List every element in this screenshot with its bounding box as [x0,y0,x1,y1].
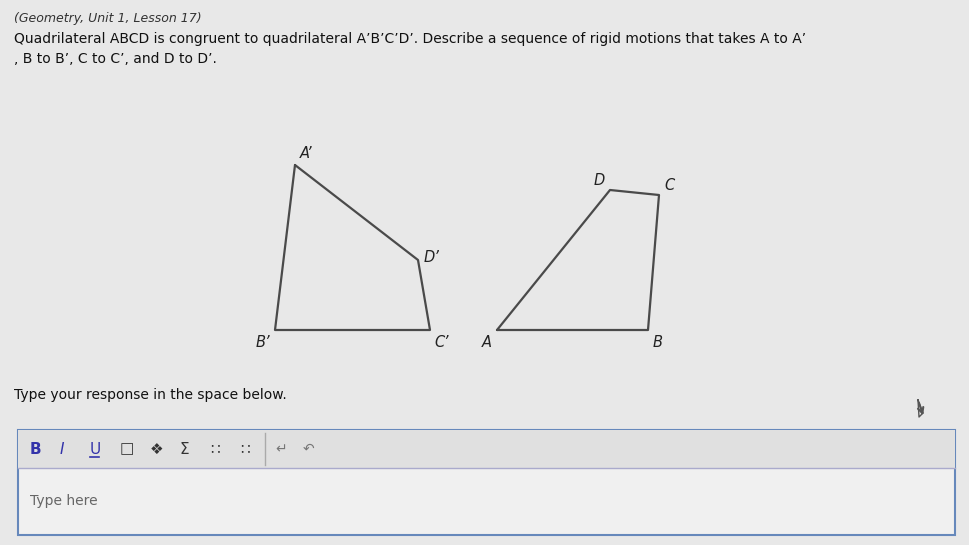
Text: Type your response in the space below.: Type your response in the space below. [14,388,287,402]
Text: B: B [30,441,42,457]
Text: D: D [594,173,605,188]
Text: D’: D’ [424,251,440,265]
Text: A’: A’ [300,146,313,161]
Text: ❖: ❖ [150,441,164,457]
Text: (Geometry, Unit 1, Lesson 17): (Geometry, Unit 1, Lesson 17) [14,12,202,25]
Text: ↶: ↶ [303,442,315,456]
Text: Σ: Σ [180,441,190,457]
Text: ∷: ∷ [240,441,250,457]
Bar [18,430,955,468]
Text: , B to B’, C to C’, and D to D’.: , B to B’, C to C’, and D to D’. [14,52,217,66]
Text: ∷: ∷ [210,441,220,457]
Bar [18,430,955,535]
Text: C: C [664,178,674,193]
Text: Quadrilateral ABCD is congruent to quadrilateral A’B’C’D’. Describe a sequence o: Quadrilateral ABCD is congruent to quadr… [14,32,806,46]
Text: ↵: ↵ [275,442,287,456]
Text: C’: C’ [434,335,449,350]
Text: A: A [482,335,492,350]
Text: U: U [90,441,101,457]
Text: B: B [653,335,663,350]
Text: I: I [60,441,65,457]
Text: □: □ [120,441,135,457]
Text: Type here: Type here [30,494,98,508]
Text: B’: B’ [256,335,270,350]
